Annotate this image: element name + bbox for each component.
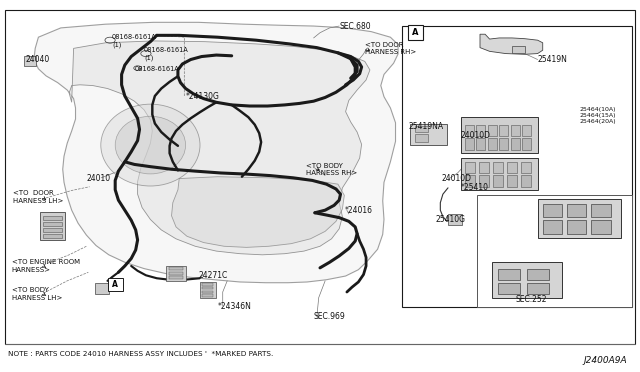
- Text: *24130G: *24130G: [186, 92, 220, 101]
- Text: A: A: [412, 28, 419, 37]
- Text: *24016: *24016: [344, 206, 372, 215]
- Bar: [5, 10, 635, 344]
- Bar: [95, 283, 109, 294]
- Bar: [461, 117, 538, 153]
- Text: *24346N: *24346N: [218, 302, 252, 311]
- Bar: [448, 214, 462, 225]
- Text: 25419NA: 25419NA: [408, 122, 444, 131]
- Bar: [200, 282, 216, 298]
- Text: 08168-6161A
(1): 08168-6161A (1): [112, 34, 157, 48]
- Bar: [43, 222, 62, 226]
- Bar: [415, 126, 428, 132]
- Polygon shape: [480, 34, 543, 54]
- Text: J2400A9A: J2400A9A: [584, 356, 627, 365]
- Bar: [522, 125, 531, 136]
- Polygon shape: [34, 22, 398, 283]
- Text: 08168-6161A
(1): 08168-6161A (1): [144, 47, 189, 61]
- Bar: [493, 175, 503, 187]
- Bar: [465, 138, 474, 150]
- Bar: [465, 162, 475, 173]
- Text: <TO DOOR
HARNESS RH>: <TO DOOR HARNESS RH>: [365, 42, 416, 55]
- Text: SEC.252: SEC.252: [515, 295, 547, 304]
- Bar: [493, 162, 503, 173]
- Bar: [202, 291, 213, 293]
- Bar: [498, 283, 520, 294]
- Text: NOTE : PARTS CODE 24010 HARNESS ASSY INCLUDES '  *MARKED PARTS.: NOTE : PARTS CODE 24010 HARNESS ASSY INC…: [8, 351, 273, 357]
- Bar: [169, 276, 183, 279]
- Bar: [166, 266, 186, 281]
- Text: <TO  DOOR
HARNESS LH>: <TO DOOR HARNESS LH>: [13, 190, 63, 204]
- Bar: [507, 162, 517, 173]
- Bar: [498, 269, 520, 280]
- Text: 08168-6161A: 08168-6161A: [134, 66, 179, 72]
- Bar: [476, 138, 485, 150]
- Bar: [477, 195, 632, 307]
- Polygon shape: [69, 41, 370, 255]
- Bar: [479, 175, 489, 187]
- Bar: [169, 272, 183, 275]
- Bar: [488, 138, 497, 150]
- Text: SEC.969: SEC.969: [314, 312, 346, 321]
- Bar: [511, 138, 520, 150]
- Bar: [408, 25, 423, 40]
- Bar: [24, 56, 36, 66]
- Bar: [591, 220, 611, 234]
- Bar: [538, 199, 621, 238]
- Text: 24010D: 24010D: [461, 131, 491, 140]
- Bar: [521, 175, 531, 187]
- Text: 24010D: 24010D: [442, 174, 472, 183]
- Text: 25419N: 25419N: [538, 55, 568, 64]
- Bar: [202, 283, 213, 286]
- Bar: [512, 46, 525, 53]
- Text: SEC.680: SEC.680: [339, 22, 371, 31]
- Bar: [527, 283, 549, 294]
- Text: 24271C: 24271C: [198, 271, 228, 280]
- Bar: [169, 267, 183, 270]
- Bar: [43, 228, 62, 232]
- Bar: [202, 294, 213, 297]
- Bar: [43, 216, 62, 220]
- Bar: [43, 234, 62, 238]
- Bar: [461, 158, 538, 190]
- Bar: [488, 125, 497, 136]
- Text: <TO BODY
HARNESS RH>: <TO BODY HARNESS RH>: [306, 163, 357, 176]
- Bar: [402, 26, 632, 307]
- Bar: [410, 124, 447, 145]
- Bar: [108, 278, 123, 291]
- Polygon shape: [172, 177, 344, 247]
- Bar: [527, 269, 549, 280]
- Bar: [591, 204, 611, 217]
- Bar: [40, 212, 65, 240]
- Text: 25410G: 25410G: [435, 215, 465, 224]
- Ellipse shape: [100, 104, 200, 186]
- Bar: [543, 220, 562, 234]
- Text: *25410: *25410: [461, 183, 489, 192]
- Bar: [567, 204, 586, 217]
- Text: 24010: 24010: [86, 174, 111, 183]
- Bar: [499, 138, 508, 150]
- Bar: [567, 220, 586, 234]
- Bar: [479, 162, 489, 173]
- Text: <TO BODY
HARNESS LH>: <TO BODY HARNESS LH>: [12, 287, 62, 301]
- Bar: [465, 125, 474, 136]
- Text: <TO ENGINE ROOM
HARNESS>: <TO ENGINE ROOM HARNESS>: [12, 259, 79, 273]
- Bar: [202, 287, 213, 289]
- Bar: [476, 125, 485, 136]
- Bar: [507, 175, 517, 187]
- Bar: [543, 204, 562, 217]
- Bar: [511, 125, 520, 136]
- Bar: [465, 175, 475, 187]
- Bar: [522, 138, 531, 150]
- Text: 24040: 24040: [26, 55, 50, 64]
- Bar: [499, 125, 508, 136]
- Bar: [521, 162, 531, 173]
- Ellipse shape: [115, 116, 186, 174]
- Text: 25464(10A)
25464(15A)
25464(20A): 25464(10A) 25464(15A) 25464(20A): [579, 107, 616, 124]
- Text: A: A: [112, 280, 118, 289]
- Bar: [492, 262, 562, 298]
- Bar: [415, 134, 428, 142]
